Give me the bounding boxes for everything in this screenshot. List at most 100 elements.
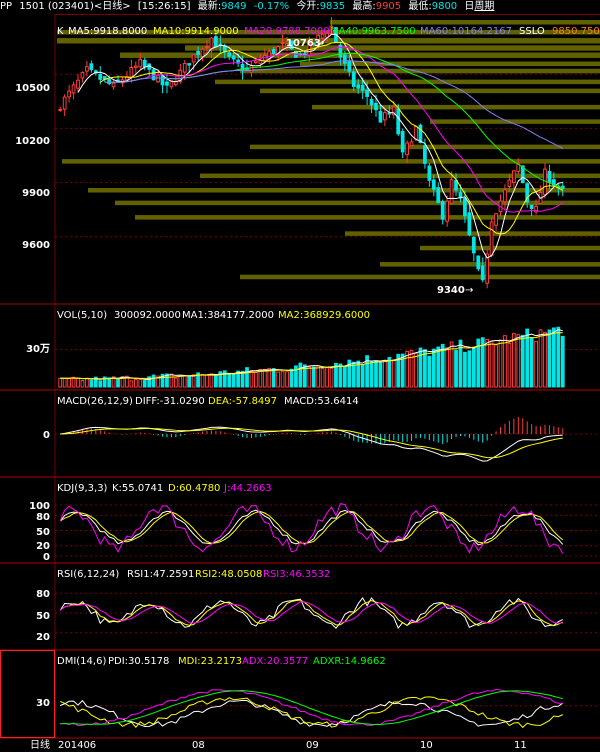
candle-down bbox=[227, 52, 232, 57]
candle-up bbox=[449, 179, 454, 204]
volume-bar bbox=[471, 346, 476, 388]
macd-value: MACD:53.6414 bbox=[284, 396, 359, 407]
axis-column bbox=[0, 14, 55, 752]
vol-value: 300092.0000 bbox=[114, 310, 181, 321]
macd-tick-zero: 0 bbox=[43, 430, 50, 441]
volume-bar bbox=[209, 373, 214, 388]
volume-bar bbox=[414, 352, 418, 388]
volume-bar bbox=[325, 367, 329, 388]
volume-bar bbox=[142, 380, 147, 388]
macd-histogram bbox=[64, 416, 564, 445]
volume-profile-band bbox=[57, 29, 600, 35]
candle-down bbox=[311, 42, 316, 45]
period-day-button[interactable]: 日 bbox=[464, 1, 475, 12]
candle-up bbox=[254, 60, 258, 63]
volume-bar bbox=[298, 362, 303, 388]
candle-up bbox=[133, 65, 138, 68]
volume-profile-band bbox=[115, 200, 600, 206]
volume-bar bbox=[156, 375, 160, 388]
volume-profile-band bbox=[300, 61, 600, 67]
kdj-k: K:55.0741 bbox=[112, 483, 163, 494]
moving-average-lines bbox=[77, 33, 564, 259]
candle-down bbox=[187, 63, 192, 66]
candle-up bbox=[391, 106, 396, 116]
period-cycle-button[interactable]: 周期 bbox=[474, 1, 495, 12]
candle-down bbox=[369, 98, 374, 106]
volume-bar bbox=[525, 328, 530, 388]
candle-up bbox=[71, 84, 76, 94]
candle-down bbox=[547, 170, 552, 183]
volume-bar bbox=[529, 337, 534, 388]
volume-bar bbox=[538, 329, 543, 388]
volume-profile-band bbox=[57, 38, 600, 44]
volume-bar bbox=[476, 338, 481, 388]
candle-down bbox=[400, 131, 405, 153]
candle-down bbox=[351, 71, 356, 87]
candle-up bbox=[182, 63, 187, 73]
contract-name[interactable]: 1501 (023401)<日线> bbox=[19, 1, 131, 12]
volume-bar bbox=[347, 359, 352, 388]
volume-bar bbox=[285, 371, 289, 388]
candle-down bbox=[356, 84, 361, 89]
ma60-line bbox=[104, 60, 563, 149]
ma60-value: MA60:10164.2167 bbox=[420, 26, 512, 37]
candle-down bbox=[374, 102, 378, 111]
volume-bar bbox=[151, 374, 156, 388]
candle-up bbox=[320, 33, 325, 39]
candle-down bbox=[214, 36, 218, 48]
candle-up bbox=[67, 90, 71, 98]
ma20-line bbox=[104, 46, 564, 213]
candle-down bbox=[440, 201, 445, 220]
volume-bar bbox=[271, 368, 276, 388]
ma10-line bbox=[99, 41, 564, 235]
volume-bar bbox=[440, 343, 445, 388]
volume-bar bbox=[80, 379, 85, 388]
candle-up bbox=[405, 142, 409, 156]
ma5-value: MA5:9918.8000 bbox=[68, 26, 147, 37]
candle-down bbox=[418, 124, 423, 143]
candle-down bbox=[525, 183, 530, 203]
volume-bar bbox=[196, 372, 200, 388]
rsi-panel: RSI(6,12,24) RSI1:47.2591 RSI2:48.0508 R… bbox=[36, 569, 600, 643]
price-grid bbox=[55, 73, 600, 238]
change-value: -0.17% bbox=[253, 1, 290, 12]
volume-bar bbox=[200, 373, 205, 388]
kdj-tick-100: 100 bbox=[29, 501, 50, 512]
price-tick-9600: 9600 bbox=[22, 240, 50, 251]
volume-bar bbox=[107, 377, 112, 388]
low-marker: 9340 bbox=[437, 285, 465, 296]
volume-bar bbox=[445, 347, 450, 388]
candle-up bbox=[156, 75, 160, 83]
volume-bar bbox=[294, 365, 298, 388]
volume-bar bbox=[93, 376, 98, 388]
volume-bar bbox=[356, 360, 361, 388]
volume-bar bbox=[338, 363, 343, 388]
volume-bar bbox=[311, 366, 316, 388]
volume-profile-band bbox=[330, 20, 600, 25]
volume-bar bbox=[316, 365, 321, 388]
price-panel-label: K bbox=[57, 26, 64, 37]
volume-profile-band bbox=[312, 104, 600, 110]
macd-panel: MACD(26,12,9) DIFF:-31.0290 DEA:-57.8497… bbox=[43, 396, 600, 462]
low-label: 最低: bbox=[408, 1, 432, 12]
volume-bar bbox=[133, 379, 138, 388]
latest-value: 9849 bbox=[221, 1, 247, 12]
candle-up bbox=[129, 67, 134, 78]
volume-bar bbox=[222, 370, 227, 388]
candle-down bbox=[271, 49, 276, 54]
candle-down bbox=[240, 63, 245, 72]
volume-bar bbox=[423, 349, 427, 388]
candle-down bbox=[454, 179, 458, 191]
dmi-adx: ADX:20.3577 bbox=[242, 656, 308, 667]
volume-bar bbox=[360, 364, 365, 388]
candle-down bbox=[289, 40, 294, 50]
candle-down bbox=[471, 236, 476, 254]
x-label-201406: 201406 bbox=[58, 740, 96, 751]
vol-ma2-line bbox=[60, 332, 563, 380]
volume-panel: VOL(5,10) 300092.0000 MA1:384177.2000 MA… bbox=[26, 310, 600, 388]
volume-bar bbox=[289, 368, 294, 388]
open-value: 9835 bbox=[319, 1, 346, 12]
candle-down bbox=[365, 89, 369, 97]
kline-chart[interactable]: K MA5:9918.8000 MA10:9914.9000 MA20:9788… bbox=[0, 14, 600, 752]
volume-bar bbox=[547, 329, 552, 388]
